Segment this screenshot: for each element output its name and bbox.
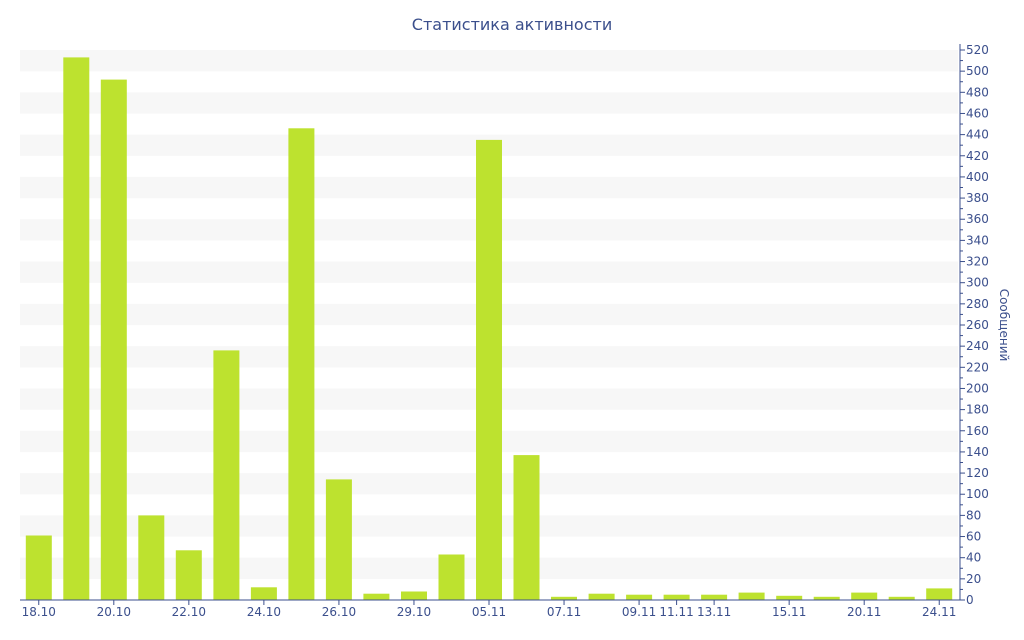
grid-band <box>20 92 958 114</box>
bar-15.11 <box>776 595 803 600</box>
y-tick-label: 160 <box>966 424 989 438</box>
y-axis-title: Сообщений <box>997 289 1011 362</box>
y-axis-ticks: 0 20 40 60 80 100 120 140 160 180 200 220 240 260 280 3… <box>960 43 989 607</box>
y-tick-label: 180 <box>966 403 989 417</box>
y-tick-label: 240 <box>966 339 989 353</box>
y-tick-label: 200 <box>966 381 989 395</box>
y-tick-label: 0 <box>966 593 974 607</box>
bar-22.11 <box>888 596 915 600</box>
bars <box>25 57 953 601</box>
y-tick-label: 360 <box>966 212 989 226</box>
y-tick-label: 480 <box>966 85 989 99</box>
x-tick-label: 18.10 <box>22 605 56 619</box>
y-tick-label: 440 <box>966 128 989 142</box>
bar-14.11 <box>738 592 765 600</box>
chart-title: Статистика активности <box>411 15 613 34</box>
x-tick-label: 05.11 <box>472 605 506 619</box>
y-tick-label: 260 <box>966 318 989 332</box>
bar-07.11 <box>551 596 577 600</box>
bar-20.10 <box>100 79 127 601</box>
bar-20.11 <box>851 592 878 600</box>
x-tick-label: 13.11 <box>697 605 731 619</box>
x-tick-label: 20.10 <box>97 605 131 619</box>
y-tick-label: 60 <box>966 530 981 544</box>
bar-06.11 <box>513 455 540 600</box>
bar-21.10 <box>138 515 165 600</box>
bar-22.10 <box>175 550 202 600</box>
x-tick-label: 22.10 <box>172 605 206 619</box>
bar-09.11 <box>626 594 653 600</box>
y-tick-label: 40 <box>966 551 981 565</box>
y-tick-label: 220 <box>966 360 989 374</box>
bar-30.10 <box>438 554 465 600</box>
x-tick-label: 26.10 <box>322 605 356 619</box>
bar-23.10 <box>213 350 240 600</box>
bar-24.10 <box>250 587 277 600</box>
bar-05.11 <box>476 139 502 600</box>
y-tick-label: 100 <box>966 487 989 501</box>
x-axis-ticks: 18.10 20.10 22.10 24.10 26.10 29.10 05.11 07.11… <box>22 600 956 619</box>
y-tick-label: 520 <box>966 43 989 57</box>
bar-24.11 <box>926 588 953 600</box>
axes <box>20 44 961 601</box>
y-tick-label: 300 <box>966 276 989 290</box>
bar-13.11 <box>701 594 728 600</box>
y-tick-label: 80 <box>966 508 981 522</box>
y-tick-label: 460 <box>966 106 989 120</box>
bar-18.10 <box>25 535 52 600</box>
x-tick-label: 11.11 <box>659 605 693 619</box>
x-tick-label: 29.10 <box>397 605 431 619</box>
y-tick-label: 120 <box>966 466 989 480</box>
bar-26.10 <box>325 479 352 600</box>
y-tick-label: 420 <box>966 149 989 163</box>
bar-17.11 <box>813 596 840 600</box>
x-tick-label: 24.11 <box>922 605 956 619</box>
y-tick-label: 320 <box>966 255 989 269</box>
bar-29.10 <box>401 591 427 600</box>
y-tick-label: 340 <box>966 233 989 247</box>
grid-band <box>20 50 958 72</box>
y-tick-label: 280 <box>966 297 989 311</box>
bar-25.10 <box>288 128 315 601</box>
y-tick-label: 400 <box>966 170 989 184</box>
x-tick-label: 07.11 <box>547 605 581 619</box>
bar-11.11 <box>663 594 690 600</box>
y-tick-label: 140 <box>966 445 989 459</box>
y-tick-label: 500 <box>966 64 989 78</box>
x-tick-label: 24.10 <box>247 605 281 619</box>
x-tick-label: 15.11 <box>772 605 806 619</box>
bar-19.10 <box>63 57 90 600</box>
x-tick-label: 20.11 <box>847 605 881 619</box>
y-tick-label: 20 <box>966 572 981 586</box>
y-tick-label: 380 <box>966 191 989 205</box>
bar-08.11 <box>588 593 615 600</box>
bar-28.10 <box>363 593 390 600</box>
x-tick-label: 09.11 <box>622 605 656 619</box>
